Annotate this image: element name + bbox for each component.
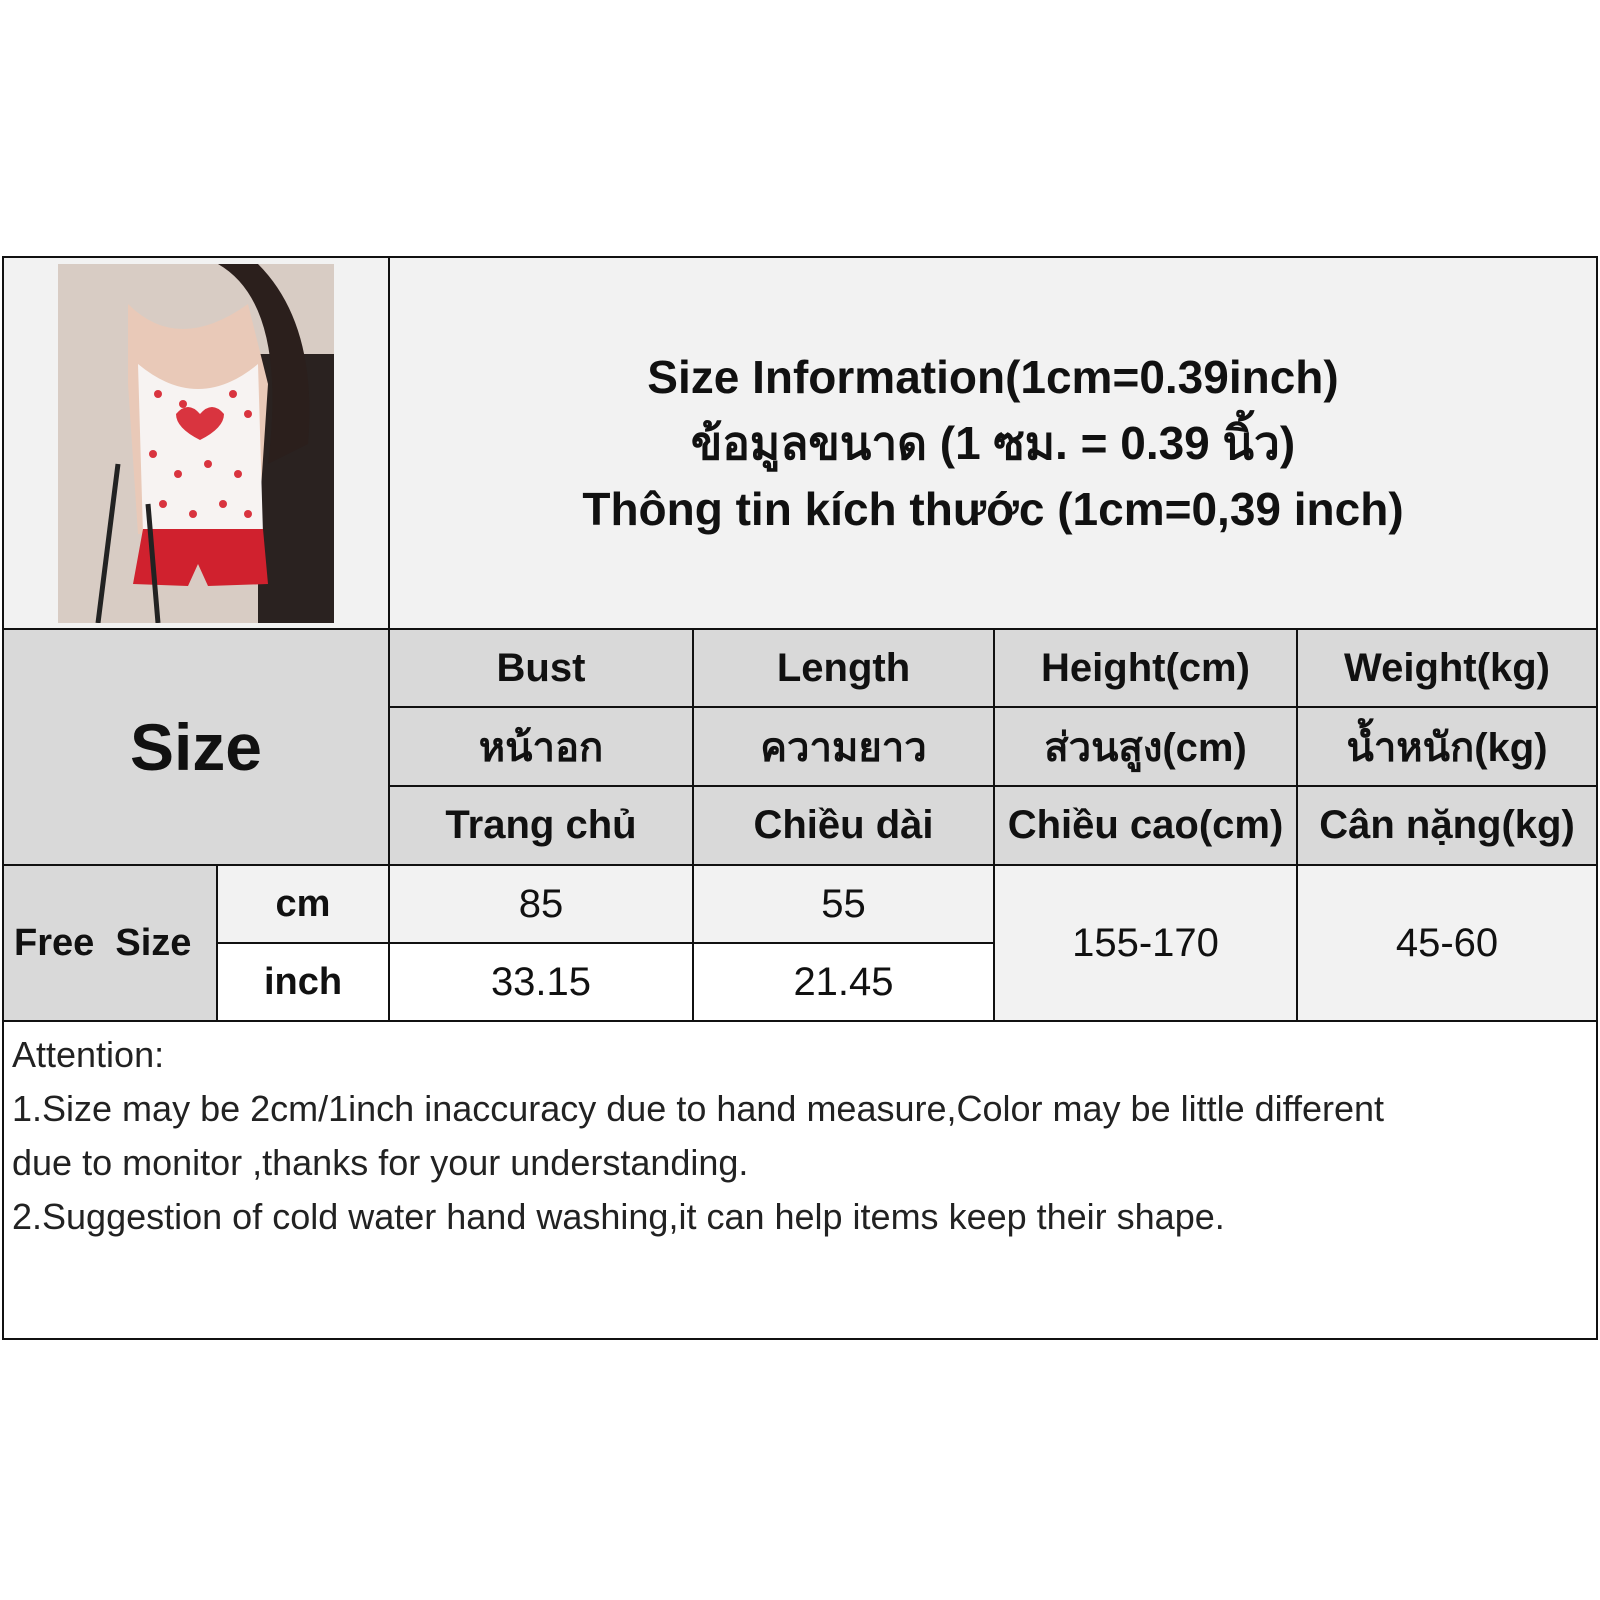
height-range: 155-170 bbox=[995, 866, 1298, 1022]
header-length-vi: Chiều dài bbox=[694, 787, 995, 866]
header-height-en: Height(cm) bbox=[995, 630, 1298, 708]
attention-notes: Attention: 1.Size may be 2cm/1inch inacc… bbox=[4, 1022, 1596, 1250]
product-photo-cell bbox=[4, 258, 390, 630]
note-line-2: due to monitor ,thanks for your understa… bbox=[12, 1142, 749, 1183]
header-bust-th: หน้าอก bbox=[390, 708, 694, 787]
notes-heading: Attention: bbox=[12, 1034, 165, 1075]
length-inch: 21.45 bbox=[694, 944, 995, 1022]
header-bust-en: Bust bbox=[390, 630, 694, 708]
free-size-label: Free Size bbox=[4, 866, 218, 1022]
title-thai: ข้อมูลขนาด (1 ซม. = 0.39 นิ้ว) bbox=[690, 417, 1296, 469]
size-chart-table: Size Information(1cm=0.39inch) ข้อมูลขนา… bbox=[2, 256, 1598, 1340]
unit-inch: inch bbox=[218, 944, 390, 1022]
title-vietnamese: Thông tin kích thước (1cm=0,39 inch) bbox=[582, 483, 1404, 535]
header-bust-vi: Trang chủ bbox=[390, 787, 694, 866]
bust-cm: 85 bbox=[390, 866, 694, 944]
header-height-vi: Chiều cao(cm) bbox=[995, 787, 1298, 866]
length-cm: 55 bbox=[694, 866, 995, 944]
note-line-1: 1.Size may be 2cm/1inch inaccuracy due t… bbox=[12, 1088, 1385, 1129]
note-line-3: 2.Suggestion of cold water hand washing,… bbox=[12, 1196, 1225, 1237]
weight-range: 45-60 bbox=[1298, 866, 1596, 1022]
bust-inch: 33.15 bbox=[390, 944, 694, 1022]
title-english: Size Information(1cm=0.39inch) bbox=[647, 351, 1339, 403]
header-length-th: ความยาว bbox=[694, 708, 995, 787]
header-height-th: ส่วนสูง(cm) bbox=[995, 708, 1298, 787]
header-length-en: Length bbox=[694, 630, 995, 708]
header-weight-vi: Cân nặng(kg) bbox=[1298, 787, 1596, 866]
size-info-title: Size Information(1cm=0.39inch) ข้อมูลขนา… bbox=[390, 258, 1596, 630]
size-header: Size bbox=[4, 630, 390, 866]
product-photo bbox=[58, 263, 334, 623]
unit-cm: cm bbox=[218, 866, 390, 944]
header-weight-th: น้ำหนัก(kg) bbox=[1298, 708, 1596, 787]
header-weight-en: Weight(kg) bbox=[1298, 630, 1596, 708]
